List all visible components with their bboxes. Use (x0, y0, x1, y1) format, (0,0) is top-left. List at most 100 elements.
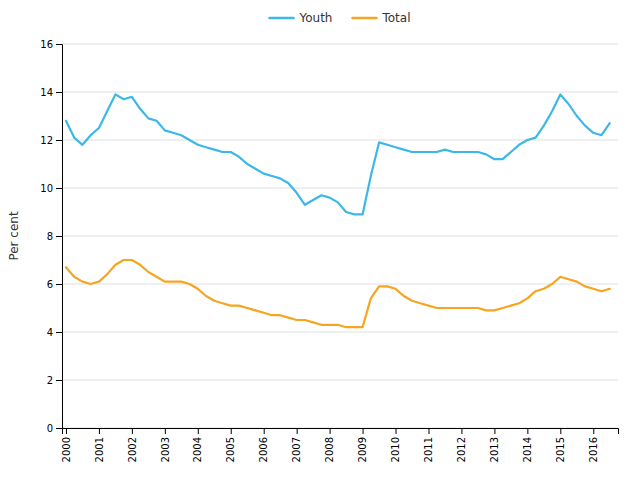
x-tick-mark (593, 428, 594, 434)
series-line (66, 94, 610, 214)
x-tick-label: 2001 (94, 437, 105, 462)
plot: 2000 2001 2002 2003 2004 2005 2006 2007 2008 2009… (7, 39, 619, 463)
y-tick-mark (56, 188, 62, 189)
x-tick-label: 2016 (588, 437, 599, 462)
x-tick-mark (66, 428, 67, 434)
x-tick: 2002 (127, 428, 138, 462)
x-tick: 2005 (225, 428, 236, 462)
x-tick: 2004 (192, 428, 203, 462)
x-tick-mark (396, 428, 397, 434)
legend-item: Total (352, 11, 410, 25)
x-tick-label: 2007 (291, 437, 302, 462)
x-tick-mark (560, 428, 561, 434)
x-tick-label: 2012 (456, 437, 467, 462)
x-tick-label: 2015 (555, 437, 566, 462)
x-tick-mark (99, 428, 100, 434)
x-tick: 2009 (357, 428, 368, 462)
x-tick: 2011 (423, 428, 434, 462)
y-tick-label: 4 (47, 327, 53, 338)
x-tick: 2014 (522, 428, 533, 462)
legend: Youth Total (269, 11, 410, 25)
x-tick-mark (231, 428, 232, 434)
y-axis-line (56, 45, 63, 429)
x-tick: 2008 (324, 428, 335, 462)
y-tick: 14 (40, 87, 62, 98)
legend-item: Youth (269, 11, 332, 25)
grid-line (62, 92, 618, 93)
y-tick-label: 8 (47, 231, 53, 242)
y-tick: 12 (40, 135, 62, 146)
x-tick-label: 2014 (522, 437, 533, 462)
grid-line (62, 284, 618, 285)
grid-line (62, 188, 618, 189)
x-tick-mark (330, 428, 331, 434)
grid (62, 44, 618, 428)
y-tick: 8 (47, 231, 62, 242)
y-tick-label: 2 (47, 375, 53, 386)
y-tick-mark (56, 140, 62, 141)
x-tick: 2001 (94, 428, 105, 462)
y-axis: 0 2 4 6 8 10 12 14 16 (40, 39, 62, 434)
x-tick-label: 2003 (160, 437, 171, 462)
y-tick: 16 (40, 39, 62, 50)
x-tick-label: 2013 (489, 437, 500, 462)
x-tick-mark (165, 428, 166, 434)
x-tick-mark (363, 428, 364, 434)
x-tick: 2013 (489, 428, 500, 462)
chart: 2000 2001 2002 2003 2004 2005 2006 2007 2008 2009… (0, 0, 640, 484)
y-tick-label: 16 (40, 39, 53, 50)
y-tick: 4 (47, 327, 62, 338)
grid-line (62, 140, 618, 141)
y-axis-title: Per cent (7, 211, 21, 261)
x-tick-label: 2004 (192, 437, 203, 462)
grid-line (62, 380, 618, 381)
y-tick-label: 10 (40, 183, 53, 194)
x-tick: 2003 (160, 428, 171, 462)
x-axis: 2000 2001 2002 2003 2004 2005 2006 2007 2008 2009… (61, 428, 619, 462)
y-tick-mark (56, 380, 62, 381)
x-tick-label: 2008 (324, 437, 335, 462)
y-tick-mark (56, 92, 62, 93)
x-tick-mark (297, 428, 298, 434)
x-tick-label: 2009 (357, 437, 368, 462)
y-tick-mark (56, 44, 62, 45)
y-tick-label: 12 (40, 135, 53, 146)
y-tick-mark (56, 332, 62, 333)
x-tick-label: 2010 (390, 437, 401, 462)
series-line (66, 260, 610, 327)
lines (66, 94, 610, 327)
x-tick: 2010 (390, 428, 401, 462)
x-tick-label: 2000 (61, 437, 72, 462)
y-tick: 0 (47, 423, 62, 434)
y-tick: 2 (47, 375, 62, 386)
x-tick-mark (132, 428, 133, 434)
y-tick: 10 (40, 183, 62, 194)
x-tick: 2012 (456, 428, 467, 462)
x-tick-mark (428, 428, 429, 434)
x-tick: 2006 (258, 428, 269, 462)
y-tick-label: 14 (40, 87, 53, 98)
legend-label: Total (381, 11, 410, 25)
x-tick-mark (494, 428, 495, 434)
legend-swatch (352, 17, 376, 20)
x-tick-mark (198, 428, 199, 434)
y-tick-label: 0 (47, 423, 53, 434)
legend-swatch (269, 17, 293, 20)
y-tick-mark (56, 284, 62, 285)
x-tick-label: 2005 (225, 437, 236, 462)
legend-label: Youth (298, 11, 332, 25)
y-tick-label: 6 (47, 279, 53, 290)
grid-line (62, 44, 618, 45)
y-tick-mark (56, 428, 62, 429)
x-tick-label: 2006 (258, 437, 269, 462)
x-axis-line (63, 429, 619, 435)
x-tick: 2016 (588, 428, 599, 462)
x-tick-mark (527, 428, 528, 434)
x-tick: 2015 (555, 428, 566, 462)
x-tick: 2007 (291, 428, 302, 462)
grid-line (62, 236, 618, 237)
grid-line (62, 332, 618, 333)
y-tick: 6 (47, 279, 62, 290)
x-tick-mark (264, 428, 265, 434)
x-tick-mark (461, 428, 462, 434)
